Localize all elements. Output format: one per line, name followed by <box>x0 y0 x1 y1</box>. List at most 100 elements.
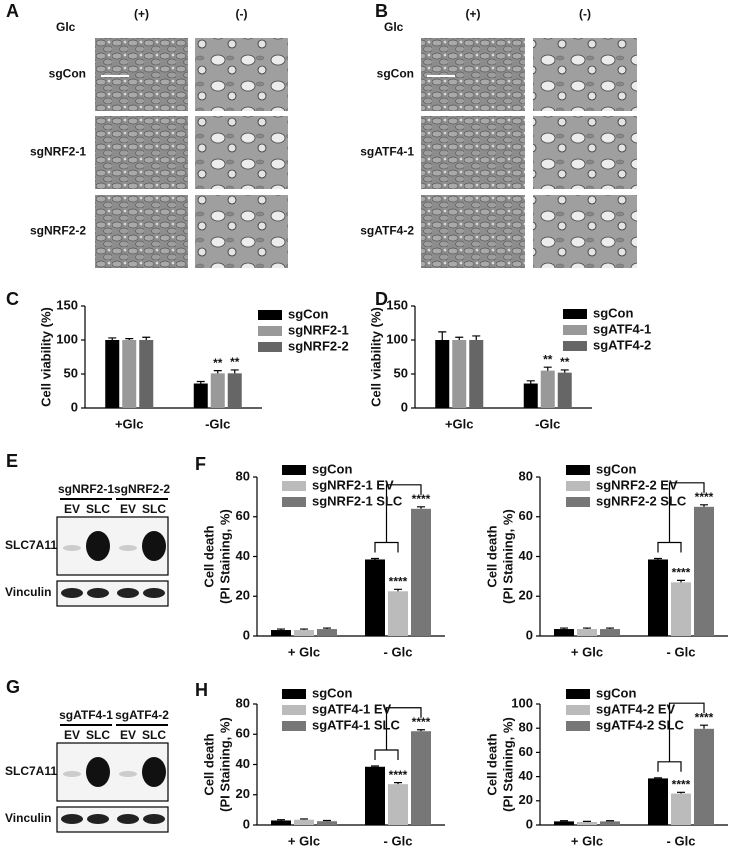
y-tick-label: 0 <box>526 627 533 642</box>
bar <box>105 340 120 408</box>
error-bar <box>583 820 591 822</box>
panel-letter: A <box>6 1 19 21</box>
bar <box>577 821 597 825</box>
band <box>119 771 137 777</box>
row-label: sgATF4-1 <box>360 145 414 159</box>
x-tick-label: + Glc <box>288 644 320 659</box>
significance-label: **** <box>412 492 431 506</box>
lane-label: EV <box>120 728 136 742</box>
bar <box>435 340 450 408</box>
y-tick-label: 0 <box>71 399 78 414</box>
y-tick-label: 0 <box>401 399 408 414</box>
error-bar <box>196 380 205 384</box>
bar <box>469 340 484 408</box>
error-bar <box>560 369 569 373</box>
legend-label: sgCon <box>596 685 637 700</box>
y-tick-label: 60 <box>236 726 250 741</box>
bar <box>648 778 668 825</box>
y-tick-label: 80 <box>236 695 250 710</box>
legend-label: sgATF4-2 SLC <box>596 717 684 732</box>
bar <box>317 629 337 636</box>
legend-label: sgATF4-1 EV <box>312 701 392 716</box>
legend-label: sgATF4-1 <box>593 321 651 336</box>
y-tick-label: 20 <box>236 786 250 801</box>
row-label: sgCon <box>49 67 86 81</box>
legend-swatch <box>282 689 306 699</box>
micrograph <box>533 116 637 189</box>
error-bar <box>213 370 222 374</box>
bar <box>554 629 574 636</box>
y-tick-label: 0 <box>243 627 250 642</box>
bracket <box>657 761 682 772</box>
band <box>87 588 109 598</box>
legend-label: sgATF4-1 SLC <box>312 717 400 732</box>
bar <box>554 821 574 825</box>
legend-swatch <box>566 689 590 699</box>
y-tick-label: 20 <box>519 792 533 807</box>
bracket <box>374 749 399 761</box>
bar <box>523 383 538 408</box>
y-axis-label: Cell death <box>201 733 216 795</box>
error-bar <box>700 724 708 729</box>
error-bar <box>606 820 614 822</box>
group-label: sgATF4-2 <box>115 708 169 722</box>
y-tick-label: 40 <box>236 756 250 771</box>
bar <box>411 508 431 636</box>
row-label: sgNRF2-1 <box>30 145 86 159</box>
row-label: sgNRF2-2 <box>30 224 86 238</box>
blot-label: SLC7A11 <box>5 764 57 778</box>
legend-swatch <box>563 341 587 351</box>
y-tick-label: 20 <box>519 588 533 603</box>
bar <box>557 372 572 408</box>
y-axis-label: Cell viability (%) <box>38 307 53 407</box>
error-bar <box>677 579 685 583</box>
error-bar <box>108 337 117 340</box>
significance-label: ** <box>230 355 240 369</box>
group-label: sgNRF2-2 <box>114 482 170 496</box>
legend-swatch <box>282 497 306 507</box>
significance-label: **** <box>672 566 691 580</box>
row-label: sgATF4-2 <box>360 224 414 238</box>
lane-label: SLC <box>86 502 110 516</box>
error-bar <box>417 729 425 732</box>
legend-swatch <box>563 309 587 319</box>
blot-label: Vinculin <box>5 811 51 825</box>
group-label: sgATF4-1 <box>59 708 113 722</box>
bar <box>540 370 555 408</box>
panel-letter: F <box>195 454 206 474</box>
legend-swatch <box>258 310 282 320</box>
y-tick-label: 40 <box>519 768 533 783</box>
legend-label: sgCon <box>312 685 353 700</box>
error-bar <box>417 506 425 509</box>
group-label: sgNRF2-1 <box>58 482 114 496</box>
bar <box>210 373 225 408</box>
lane-label: SLC <box>142 728 166 742</box>
error-bar <box>543 366 552 371</box>
y-tick-label: 100 <box>56 331 78 346</box>
legend-swatch <box>566 705 590 715</box>
error-bar <box>300 628 308 631</box>
y-tick-label: 50 <box>394 365 408 380</box>
y-tick-label: 80 <box>236 468 250 483</box>
bar <box>139 340 154 408</box>
y-tick-label: 40 <box>519 548 533 563</box>
y-axis-label: (PI Staining, %) <box>500 509 515 604</box>
bracket <box>668 482 705 543</box>
legend-label: sgNRF2-2 EV <box>596 477 678 492</box>
legend-label: sgNRF2-1 EV <box>312 477 394 492</box>
legend-label: sgCon <box>288 306 329 321</box>
y-tick-label: 100 <box>511 695 533 710</box>
error-bar <box>371 557 379 560</box>
legend-swatch <box>258 326 282 336</box>
bracket <box>385 707 422 751</box>
micrograph <box>95 195 188 268</box>
y-tick-label: 40 <box>236 548 250 563</box>
y-tick-label: 150 <box>386 297 408 312</box>
y-tick-label: 60 <box>236 508 250 523</box>
error-bar <box>677 791 685 794</box>
legend-label: sgNRF2-1 <box>288 322 349 337</box>
x-tick-label: + Glc <box>571 644 603 659</box>
panel-letter: B <box>375 1 388 21</box>
micrograph <box>95 38 188 111</box>
